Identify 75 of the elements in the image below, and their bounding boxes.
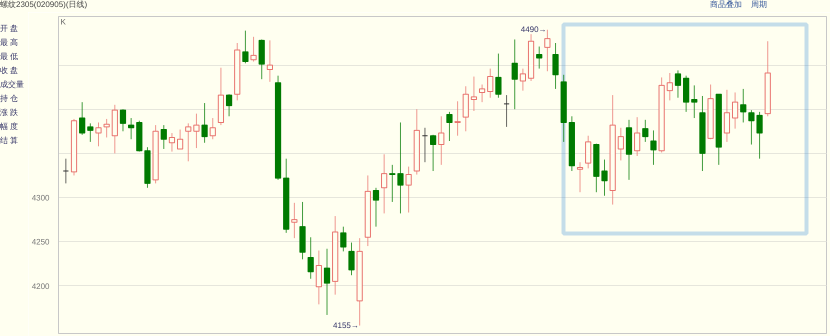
candlestick	[756, 111, 763, 160]
candlestick	[634, 116, 640, 157]
candlestick	[406, 166, 412, 214]
candlestick	[372, 187, 380, 228]
candlestick	[291, 202, 298, 239]
candlestick	[258, 38, 265, 80]
candlestick	[446, 111, 453, 142]
candlestick	[585, 135, 592, 169]
candlestick	[316, 250, 322, 305]
candlestick	[601, 159, 608, 196]
candlestick	[324, 248, 330, 316]
text: 商品叠加 周期	[710, 0, 767, 9]
candlestick	[201, 102, 208, 144]
candlestick	[348, 242, 355, 276]
candlestick	[487, 68, 494, 98]
candlestick	[397, 122, 404, 214]
text: 幅 度	[0, 122, 18, 131]
candlestick	[552, 42, 559, 90]
candlestick	[536, 46, 542, 70]
candlestick	[242, 30, 249, 64]
candlestick	[381, 154, 388, 214]
candlestick	[185, 122, 192, 162]
candlestick	[503, 94, 510, 128]
candlestick	[438, 116, 444, 166]
candlestick	[422, 127, 428, 163]
text: 最 高	[0, 38, 18, 47]
candlestick	[462, 86, 469, 132]
candlestick	[454, 100, 461, 136]
candlestick	[210, 118, 216, 140]
text: 开 盘	[0, 24, 18, 33]
annotation: 4155→	[333, 321, 359, 330]
y-tick-label: 4200	[32, 282, 50, 291]
chart-title: 螺纹2305(020905)(日线)	[0, 0, 88, 10]
y-tick-label: 4250	[32, 238, 50, 247]
candlestick	[470, 76, 478, 112]
candlestick	[512, 38, 518, 110]
candlestick	[740, 88, 746, 123]
candlestick	[176, 129, 184, 150]
candlestick	[748, 110, 755, 146]
candlestick	[226, 94, 232, 117]
y-tick-label: 4300	[32, 194, 50, 203]
candlestick	[576, 162, 584, 193]
text: 成交量	[0, 80, 24, 89]
annotation: 4490→	[520, 25, 547, 34]
candlestick	[520, 68, 526, 92]
candlestick	[62, 158, 69, 184]
candlestick	[95, 122, 102, 147]
candlestick	[495, 53, 502, 98]
candlestick	[666, 72, 673, 101]
annotation: K	[60, 18, 66, 26]
text: 涨 跌	[0, 108, 18, 117]
candlestick	[168, 132, 176, 152]
candlestick	[724, 89, 730, 142]
text: 最 低	[0, 52, 18, 61]
candlestick	[650, 130, 657, 166]
text: 持 仓	[0, 94, 18, 103]
candlestick	[193, 113, 200, 149]
candlestick	[340, 226, 346, 252]
candlestick	[430, 134, 436, 172]
text: 结 算	[0, 136, 18, 145]
candlestick	[544, 29, 550, 72]
candlestick	[683, 75, 690, 112]
candlestick	[691, 84, 698, 119]
candlestick	[250, 36, 257, 62]
candlestick	[642, 119, 648, 142]
candlestick	[732, 92, 738, 130]
candlestick	[120, 108, 126, 132]
candlestick	[308, 236, 314, 280]
text: 收 盘	[0, 66, 18, 75]
candlestick	[266, 40, 273, 82]
candlestick	[478, 84, 486, 103]
candlestick	[389, 164, 396, 202]
candlestick	[160, 124, 167, 150]
candlestick	[128, 118, 134, 140]
candlestick	[674, 70, 682, 98]
